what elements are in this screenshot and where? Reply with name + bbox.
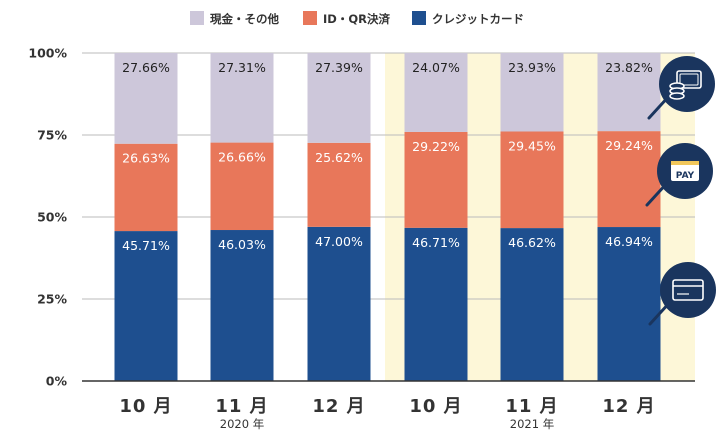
x-tick-label: 10 月 (119, 396, 172, 417)
data-label: 29.24% (605, 138, 653, 153)
bar-segment (307, 52, 371, 143)
data-label: 25.62% (315, 150, 363, 165)
coin-shape (669, 92, 685, 100)
bar-segment (210, 53, 274, 143)
icon-pointer (648, 303, 669, 326)
data-label: 29.45% (508, 138, 556, 153)
data-label: 23.82% (605, 60, 653, 75)
data-label: 46.94% (605, 234, 653, 249)
x-tick-label: 11 月 (215, 396, 268, 417)
legend-swatch (303, 11, 317, 25)
x-tick-label: 10 月 (409, 396, 462, 417)
y-tick-label: 25% (37, 292, 67, 307)
data-label: 23.93% (508, 60, 556, 75)
bar-layer (114, 52, 661, 381)
bar-segment (114, 231, 178, 381)
data-label: 27.66% (122, 60, 170, 75)
data-label: 47.00% (315, 234, 363, 249)
icon-layer: PAY (645, 56, 716, 326)
icon-circle (659, 56, 715, 112)
bar-segment (500, 228, 564, 381)
data-label: 45.71% (122, 238, 170, 253)
data-label: 26.63% (122, 151, 170, 166)
x-tick-label: 11 月 (505, 396, 558, 417)
bar-segment (114, 53, 178, 144)
legend-swatch (412, 11, 426, 25)
y-tick-label: 0% (46, 374, 68, 389)
pay-text: PAY (676, 171, 695, 181)
legend-label: 現金・その他 (210, 12, 279, 26)
legend-label: クレジットカード (432, 12, 524, 26)
data-label: 46.03% (218, 237, 266, 252)
card-outline (672, 279, 704, 301)
bar-segment (500, 53, 564, 132)
axis-layer: 0% 25% 50% 75% 100% 10 月 11 月 12 月 10 月 11 月 12 月 2… (28, 46, 695, 431)
bar-segment (114, 143, 178, 232)
credit-card-icon (648, 262, 716, 326)
pay-card-stripe (671, 161, 699, 165)
year-label: 2020 年 (220, 417, 264, 431)
bar-segment (210, 142, 274, 231)
icon-circle (660, 262, 716, 318)
data-label: 26.66% (218, 150, 266, 165)
y-tick-label: 75% (37, 128, 67, 143)
legend-label: ID・QR決済 (323, 12, 390, 26)
data-label: 27.31% (218, 60, 266, 75)
x-tick-label: 12 月 (312, 396, 365, 417)
label-layer: 45.71% 26.63% 27.66% 46.03% 26.66% 27.31% 47.0… (122, 60, 653, 253)
y-tick-label: 100% (28, 46, 67, 61)
bar-segment (210, 230, 274, 381)
pay-icon: PAY (645, 143, 713, 207)
data-label: 27.39% (315, 60, 363, 75)
bar-segment (500, 131, 564, 229)
banknote-shape (676, 70, 702, 89)
bar-segment (404, 131, 468, 228)
year-label: 2021 年 (510, 417, 554, 431)
data-label: 29.22% (412, 139, 460, 154)
legend-swatch (190, 11, 204, 25)
cash-coins-icon (647, 56, 715, 120)
data-label: 46.71% (412, 235, 460, 250)
legend: 現金・その他 ID・QR決済 クレジットカード (190, 11, 524, 26)
icon-pointer (645, 184, 666, 207)
x-tick-label: 12 月 (602, 396, 655, 417)
data-label: 24.07% (412, 60, 460, 75)
grid-layer (82, 52, 695, 300)
banknote-inner (679, 73, 699, 86)
y-tick-label: 50% (37, 210, 67, 225)
bar-segment (404, 53, 468, 132)
bar-segment (597, 131, 661, 228)
bar-segment (307, 226, 371, 381)
bar-segment (404, 227, 468, 381)
bar-segment (597, 227, 661, 381)
data-label: 46.62% (508, 235, 556, 250)
bar-segment (307, 142, 371, 227)
icon-pointer (647, 97, 668, 120)
pay-card-shape (671, 161, 699, 181)
